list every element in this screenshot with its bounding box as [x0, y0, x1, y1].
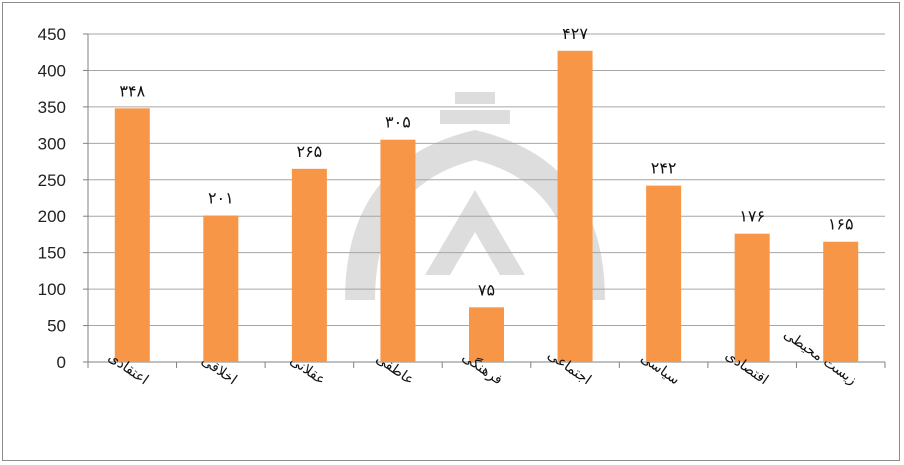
y-tick-label: 100 [38, 280, 66, 299]
bar [380, 139, 416, 362]
data-label: ۳۴۸ [119, 81, 145, 100]
y-tick-label: 300 [38, 134, 66, 153]
y-tick-label: 250 [38, 171, 66, 190]
bar [557, 50, 593, 363]
bar [734, 233, 770, 362]
data-label: ۲۰۱ [208, 188, 234, 207]
y-tick-label: 0 [57, 353, 66, 372]
bar [823, 241, 859, 362]
data-label: ۲۴۲ [651, 159, 677, 178]
y-tick-label: 400 [38, 61, 66, 80]
bar [203, 215, 239, 362]
data-label: ۲۶۵ [296, 142, 322, 161]
y-tick-label: 50 [47, 317, 66, 336]
data-label: ۱۷۶ [739, 207, 765, 226]
y-tick-label: 200 [38, 207, 66, 226]
data-label: ۴۲۷ [562, 24, 588, 43]
bar [114, 108, 150, 362]
bar [469, 307, 504, 362]
bar [291, 168, 327, 362]
bar [646, 185, 682, 362]
y-tick-label: 450 [38, 25, 66, 44]
y-tick-label: 150 [38, 244, 66, 263]
data-label: ۳۰۵ [385, 113, 411, 132]
y-tick-label: 350 [38, 98, 66, 117]
data-label: ۱۶۵ [828, 215, 854, 234]
data-label: ۷۵ [478, 280, 495, 299]
